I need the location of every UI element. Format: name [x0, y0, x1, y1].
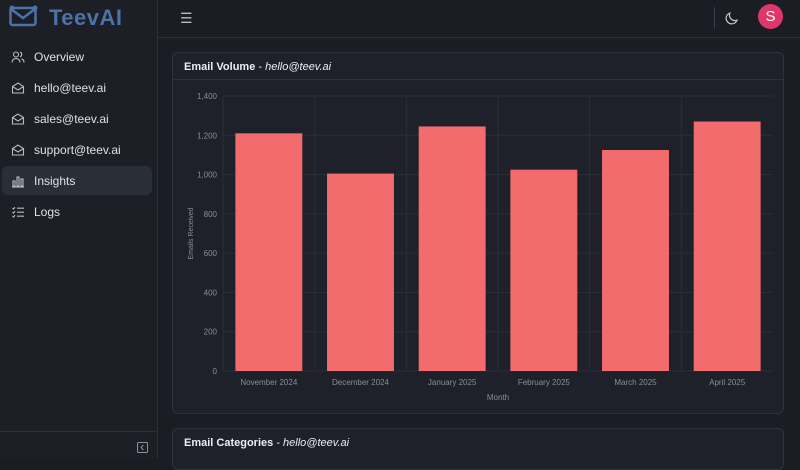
sidebar-item-label: Overview [34, 49, 85, 64]
bar [418, 126, 486, 371]
x-axis-label: Month [487, 393, 509, 402]
inbox-icon [11, 143, 25, 157]
sidebar-footer [0, 431, 157, 458]
hamburger-icon[interactable]: ☰ [180, 10, 193, 26]
y-tick-label: 1,200 [197, 131, 218, 140]
card-title-separator: - [273, 437, 284, 449]
collapse-sidebar-icon[interactable] [137, 440, 148, 453]
avatar-initial: S [765, 8, 776, 25]
card-title-account: hello@teev.ai [265, 61, 332, 73]
sidebar-item-label: support@teev.ai [34, 142, 121, 157]
x-tick-label: January 2025 [428, 378, 477, 387]
avatar[interactable]: S [758, 4, 783, 29]
list-icon [11, 205, 25, 219]
bar [602, 150, 669, 371]
card-title-account: hello@teev.ai [283, 437, 350, 449]
bar-chart-icon [11, 174, 25, 188]
sidebar-item-insights[interactable]: Insights [2, 166, 152, 195]
bar [510, 169, 578, 371]
sidebar-item-label: Logs [34, 204, 61, 219]
card-title-separator: - [255, 61, 266, 73]
sidebar-item-logs[interactable]: Logs [2, 197, 152, 226]
sidebar-item-hello[interactable]: hello@teev.ai [2, 73, 152, 102]
sidebar-item-label: Insights [34, 173, 76, 188]
moon-icon[interactable] [724, 10, 740, 26]
mail-logo-icon [9, 5, 39, 32]
inbox-icon [11, 112, 25, 126]
app-name: TeevAI [49, 5, 123, 30]
y-tick-label: 400 [204, 288, 218, 297]
y-tick-label: 1,000 [197, 171, 218, 180]
x-tick-label: April 2025 [709, 378, 746, 387]
card-title: Email Volume - hello@teev.ai [173, 53, 783, 80]
email-categories-card: Email Categories - hello@teev.ai [172, 428, 784, 470]
users-icon [11, 50, 25, 64]
x-tick-label: March 2025 [614, 378, 657, 387]
logo[interactable]: TeevAI [9, 4, 123, 32]
sidebar-item-sales[interactable]: sales@teev.ai [2, 104, 152, 133]
bar [327, 173, 394, 371]
email-volume-chart: 0 200 400 600 800 1,000 1,200 1,400 November 202… [188, 92, 773, 402]
x-tick-label: November 2024 [240, 378, 297, 387]
y-tick-label: 1,400 [197, 92, 218, 101]
email-volume-card: Email Volume - hello@teev.ai 0 200 400 600 8… [172, 52, 784, 414]
y-tick-label: 800 [204, 210, 218, 219]
x-tick-label: February 2025 [518, 378, 571, 387]
x-tick-label: December 2024 [332, 378, 389, 387]
sidebar-item-label: sales@teev.ai [34, 111, 109, 126]
sidebar-item-overview[interactable]: Overview [2, 42, 152, 71]
sidebar-item-label: hello@teev.ai [34, 80, 106, 95]
top-header: ☰ S [158, 0, 800, 38]
bar [235, 133, 303, 371]
sidebar-nav: Overview hello@teev.ai sales@teev.ai [2, 42, 152, 228]
inbox-icon [11, 81, 25, 95]
y-axis-label: Emails Received [188, 207, 195, 259]
y-tick-label: 200 [204, 328, 218, 337]
sidebar-item-support[interactable]: support@teev.ai [2, 135, 152, 164]
header-divider [714, 7, 715, 29]
bar [693, 121, 761, 372]
y-tick-label: 600 [204, 249, 218, 258]
card-title-text: Email Categories [184, 437, 274, 449]
card-title: Email Categories - hello@teev.ai [173, 429, 783, 456]
y-tick-label: 0 [213, 367, 218, 376]
sidebar: TeevAI Overview hello@teev.ai [0, 0, 158, 458]
card-title-text: Email Volume [184, 61, 256, 73]
